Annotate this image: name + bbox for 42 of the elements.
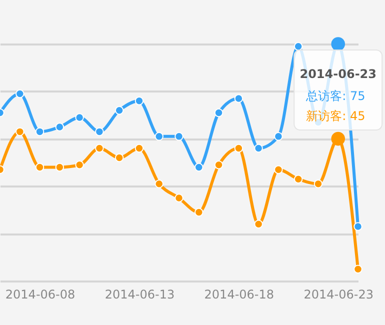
annotation: : 75 [342,89,366,103]
point [114,106,124,115]
point [254,144,263,153]
point [134,96,144,106]
point [294,174,303,184]
x-tick-label: 2014-06-08 [5,288,76,302]
point [35,162,44,172]
point [75,160,84,170]
annotation: : 45 [342,109,366,123]
point [234,144,244,153]
x-tick-label: 2014-06-18 [204,288,274,302]
point [274,165,283,174]
point [55,122,64,132]
point [234,94,244,103]
point [134,144,144,153]
point [55,162,64,172]
point [16,89,24,98]
point [354,264,362,274]
annotation: 2014-06-23 [300,67,376,81]
point [154,132,164,141]
x-tick-label: 2014-06-23 [304,288,374,302]
x-tick-label: 2014-06-13 [104,288,175,302]
point [294,42,303,51]
point [95,144,104,153]
point [254,220,263,228]
point [354,222,362,231]
point [214,160,224,170]
point [95,127,104,136]
point [274,132,283,141]
point [75,113,84,122]
point [174,194,184,202]
point [194,208,204,217]
point [214,108,224,118]
series-label: 新访客 [306,109,342,123]
point [114,153,124,162]
point [16,127,24,136]
point [194,162,204,172]
point [154,179,164,188]
series-label: 总访客 [305,89,342,103]
point [35,127,44,136]
point [174,132,184,141]
point [314,179,323,188]
